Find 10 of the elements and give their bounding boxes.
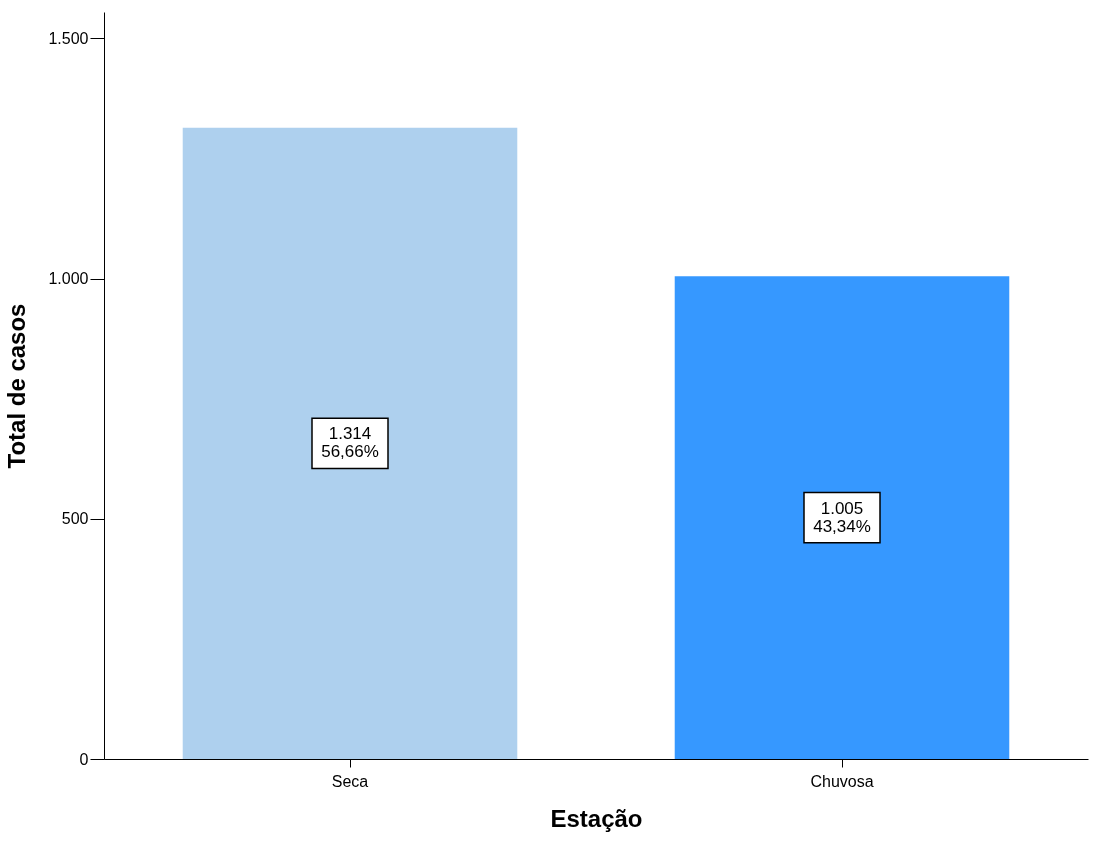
data-label: 1.314 56,66% (321, 424, 379, 462)
x-axis-title: Estação (550, 804, 643, 832)
x-tick-label: Seca (331, 772, 369, 790)
y-tick-label: 1.500 (48, 29, 89, 47)
y-tick-label: 0 (79, 750, 89, 768)
y-tick-label: 500 (61, 510, 89, 528)
y-axis-title: Total de casos (3, 303, 31, 469)
x-tick-label: Chuvosa (810, 772, 874, 790)
data-label: 1.005 43,34% (813, 498, 871, 536)
y-tick-label: 1.000 (48, 270, 89, 288)
